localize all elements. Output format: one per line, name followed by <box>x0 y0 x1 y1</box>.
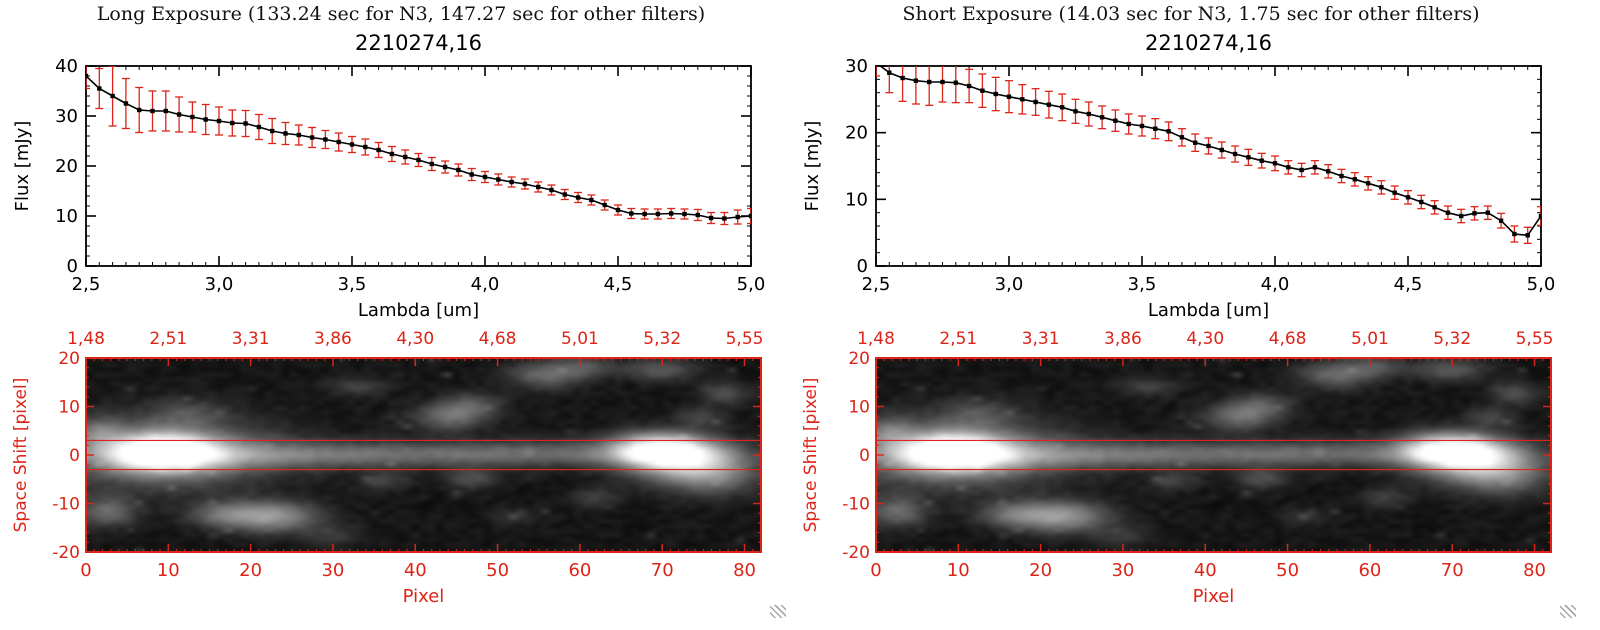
svg-text:4,0: 4,0 <box>471 274 500 295</box>
svg-text:2,51: 2,51 <box>149 330 187 349</box>
svg-text:Space Shift [pixel]: Space Shift [pixel] <box>11 378 31 533</box>
svg-text:4,5: 4,5 <box>604 274 633 295</box>
panel-title-short: Short Exposure (14.03 sec for N3, 1.75 s… <box>902 3 1480 25</box>
svg-text:-20: -20 <box>842 543 870 563</box>
svg-text:0: 0 <box>80 560 91 581</box>
spectral-image-canvas-short <box>876 358 1551 552</box>
svg-text:5,0: 5,0 <box>737 274 766 295</box>
svg-text:60: 60 <box>568 560 591 581</box>
svg-text:5,55: 5,55 <box>1516 330 1554 349</box>
svg-text:10: 10 <box>845 189 868 210</box>
svg-text:1,48: 1,48 <box>67 330 105 349</box>
svg-text:20: 20 <box>845 123 868 144</box>
svg-text:-10: -10 <box>52 495 80 515</box>
panel-short-exposure: Short Exposure (14.03 sec for N3, 1.75 s… <box>796 0 1586 630</box>
svg-text:40: 40 <box>1194 560 1217 581</box>
svg-text:3,86: 3,86 <box>314 330 352 349</box>
svg-text:10: 10 <box>157 560 180 581</box>
svg-text:3,86: 3,86 <box>1104 330 1142 349</box>
spectral-image-canvas-long <box>86 358 761 552</box>
svg-text:4,68: 4,68 <box>1269 330 1307 349</box>
svg-text:20: 20 <box>58 349 80 369</box>
svg-text:40: 40 <box>55 56 78 77</box>
svg-text:70: 70 <box>651 560 674 581</box>
svg-text:50: 50 <box>1276 560 1299 581</box>
svg-text:0: 0 <box>67 256 78 277</box>
svg-text:3,5: 3,5 <box>1128 274 1157 295</box>
svg-text:5,01: 5,01 <box>1351 330 1389 349</box>
svg-text:2210274,16: 2210274,16 <box>355 31 482 55</box>
svg-text:3,5: 3,5 <box>338 274 367 295</box>
svg-text:Lambda [um]: Lambda [um] <box>358 300 479 321</box>
svg-text:20: 20 <box>55 156 78 177</box>
svg-text:5,0: 5,0 <box>1527 274 1556 295</box>
svg-text:5,32: 5,32 <box>643 330 681 349</box>
svg-text:-20: -20 <box>52 543 80 563</box>
svg-text:Lambda [um]: Lambda [um] <box>1148 300 1269 321</box>
svg-text:0: 0 <box>870 560 881 581</box>
resize-grip[interactable] <box>1560 605 1576 618</box>
svg-text:10: 10 <box>848 398 870 418</box>
svg-text:3,0: 3,0 <box>995 274 1024 295</box>
svg-text:60: 60 <box>1358 560 1381 581</box>
svg-text:50: 50 <box>486 560 509 581</box>
svg-text:3,31: 3,31 <box>232 330 270 349</box>
svg-text:Space Shift [pixel]: Space Shift [pixel] <box>801 378 821 533</box>
spectrum-plot-long: 2210274,16 2,5 3,0 3,5 4,0 4,5 5,0 0 10 20 30 40 Lam… <box>12 31 766 321</box>
svg-text:10: 10 <box>947 560 970 581</box>
svg-text:0: 0 <box>859 446 870 466</box>
svg-text:5,55: 5,55 <box>726 330 764 349</box>
svg-text:Pixel: Pixel <box>1193 586 1235 607</box>
svg-text:4,30: 4,30 <box>396 330 434 349</box>
svg-text:80: 80 <box>733 560 756 581</box>
svg-text:0: 0 <box>857 256 868 277</box>
svg-text:Pixel: Pixel <box>403 586 445 607</box>
svg-text:20: 20 <box>848 349 870 369</box>
svg-text:2,51: 2,51 <box>939 330 977 349</box>
spectral-image-area-long: 1,48 0 2,51 10 3,31 20 3,86 30 4,30 40 4,68 50 5,01 6… <box>6 330 796 625</box>
svg-text:2,5: 2,5 <box>72 274 101 295</box>
svg-text:4,5: 4,5 <box>1394 274 1423 295</box>
svg-text:80: 80 <box>1523 560 1546 581</box>
svg-text:Flux [mJy]: Flux [mJy] <box>802 121 823 212</box>
svg-text:30: 30 <box>55 106 78 127</box>
svg-text:4,68: 4,68 <box>479 330 517 349</box>
svg-text:70: 70 <box>1441 560 1464 581</box>
svg-text:20: 20 <box>239 560 262 581</box>
svg-text:3,0: 3,0 <box>205 274 234 295</box>
svg-text:4,0: 4,0 <box>1261 274 1290 295</box>
panel-long-exposure: Long Exposure (133.24 sec for N3, 147.27… <box>6 0 796 630</box>
spectrum-plot-short: 2210274,16 2,5 3,0 3,5 4,0 4,5 5,0 0 10 20 30 Lambd… <box>802 31 1556 321</box>
svg-text:30: 30 <box>845 56 868 77</box>
svg-text:2210274,16: 2210274,16 <box>1145 31 1272 55</box>
svg-text:4,30: 4,30 <box>1186 330 1224 349</box>
svg-text:40: 40 <box>404 560 427 581</box>
svg-text:5,01: 5,01 <box>561 330 599 349</box>
resize-grip[interactable] <box>770 605 786 618</box>
svg-text:3,31: 3,31 <box>1022 330 1060 349</box>
svg-text:Flux [mJy]: Flux [mJy] <box>12 121 33 212</box>
svg-text:10: 10 <box>58 398 80 418</box>
spectral-image-area-short: 1,48 0 2,51 10 3,31 20 3,86 30 4,30 40 4,68 50 5,01 6… <box>796 330 1586 625</box>
svg-text:30: 30 <box>1111 560 1134 581</box>
svg-text:2,5: 2,5 <box>862 274 891 295</box>
svg-text:5,32: 5,32 <box>1433 330 1471 349</box>
panel-title-long: Long Exposure (133.24 sec for N3, 147.27… <box>96 3 706 25</box>
svg-text:30: 30 <box>321 560 344 581</box>
svg-text:1,48: 1,48 <box>857 330 895 349</box>
svg-text:20: 20 <box>1029 560 1052 581</box>
svg-text:0: 0 <box>69 446 80 466</box>
svg-text:-10: -10 <box>842 495 870 515</box>
svg-text:10: 10 <box>55 206 78 227</box>
